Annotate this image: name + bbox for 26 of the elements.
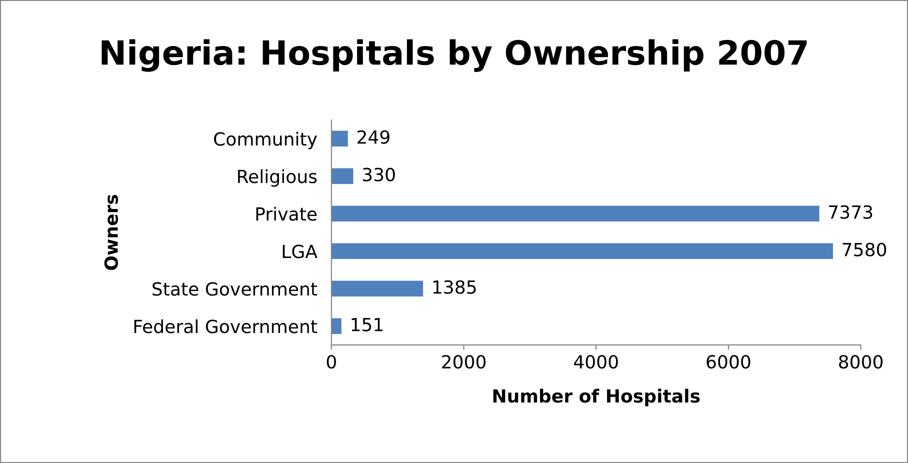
y-axis-title: Owners — [104, 194, 118, 270]
bar — [331, 318, 342, 334]
x-tick-label: 8000 — [839, 354, 883, 369]
bar — [331, 130, 348, 147]
y-tick-label: Private — [256, 206, 317, 221]
bar — [331, 243, 833, 260]
x-axis-title: Number of Hospitals — [493, 388, 700, 406]
data-label: 7373 — [829, 205, 872, 219]
chart-title: Nigeria: Hospitals by Ownership 2007 — [102, 39, 807, 72]
y-tick-label: Religious — [238, 169, 317, 187]
bar — [331, 280, 424, 297]
x-tick-label: 2000 — [442, 354, 486, 369]
bar — [331, 206, 820, 222]
bar — [331, 168, 354, 184]
data-label: 151 — [352, 318, 383, 332]
x-tick-label: 4000 — [574, 354, 618, 369]
data-label: 249 — [358, 130, 390, 144]
y-tick-label: State Government — [152, 282, 318, 296]
data-label: 1385 — [433, 280, 476, 294]
data-label: 330 — [362, 168, 395, 182]
y-tick-label: LGA — [282, 244, 318, 258]
x-tick-label: 0 — [326, 354, 336, 369]
data-label: 7580 — [842, 242, 886, 256]
y-tick-label: Community — [214, 132, 317, 150]
y-tick-label: Federal Government — [134, 319, 318, 334]
x-tick-label: 6000 — [706, 354, 750, 369]
